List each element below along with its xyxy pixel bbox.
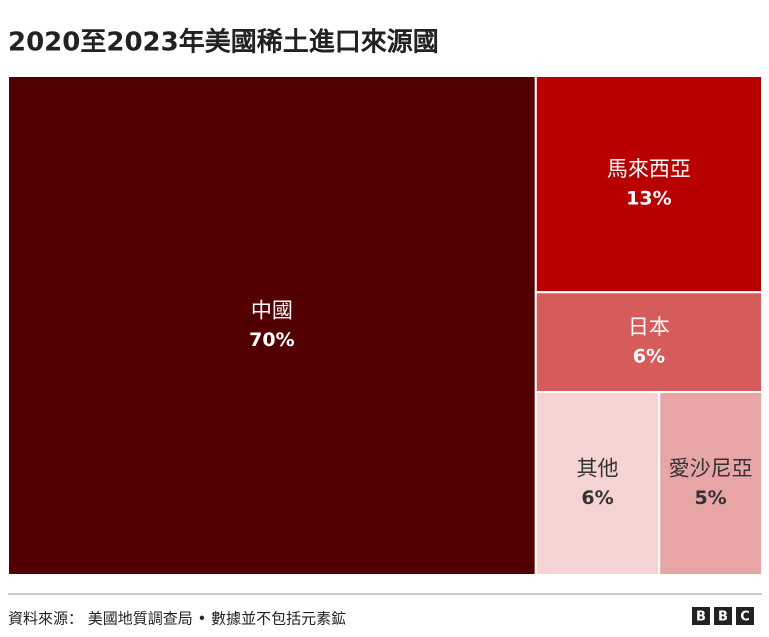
- cell-label: 愛沙尼亞: [669, 457, 753, 481]
- value-label: 6%: [581, 487, 613, 509]
- chart-title: 2020至2023年美國稀土進口來源國: [8, 27, 439, 58]
- cell-label: 中國: [251, 299, 293, 323]
- logo-box: [714, 607, 732, 625]
- source-note: 資料來源： 美國地質調查局 • 數據並不包括元素鉱: [8, 610, 346, 628]
- treemap-cell: [7, 75, 537, 576]
- logo-letter: B: [718, 610, 728, 625]
- treemap-cell: [534, 291, 763, 394]
- logo-letter: C: [740, 610, 750, 625]
- value-label: 5%: [694, 487, 726, 509]
- logo-letter: B: [696, 610, 706, 625]
- logo-box: [692, 607, 710, 625]
- cell-label: 馬來西亞: [607, 157, 691, 181]
- cell-label: 其他: [576, 457, 618, 481]
- treemap-cell: [658, 391, 764, 576]
- treemap-cell: [534, 391, 661, 576]
- treemap-cell: [534, 75, 763, 294]
- value-label: 13%: [626, 188, 671, 210]
- logo-box: [736, 607, 754, 625]
- cell-label: 日本: [628, 315, 670, 339]
- logo: B B C: [692, 607, 754, 625]
- value-label: 6%: [633, 346, 665, 368]
- value-label: 70%: [249, 329, 294, 351]
